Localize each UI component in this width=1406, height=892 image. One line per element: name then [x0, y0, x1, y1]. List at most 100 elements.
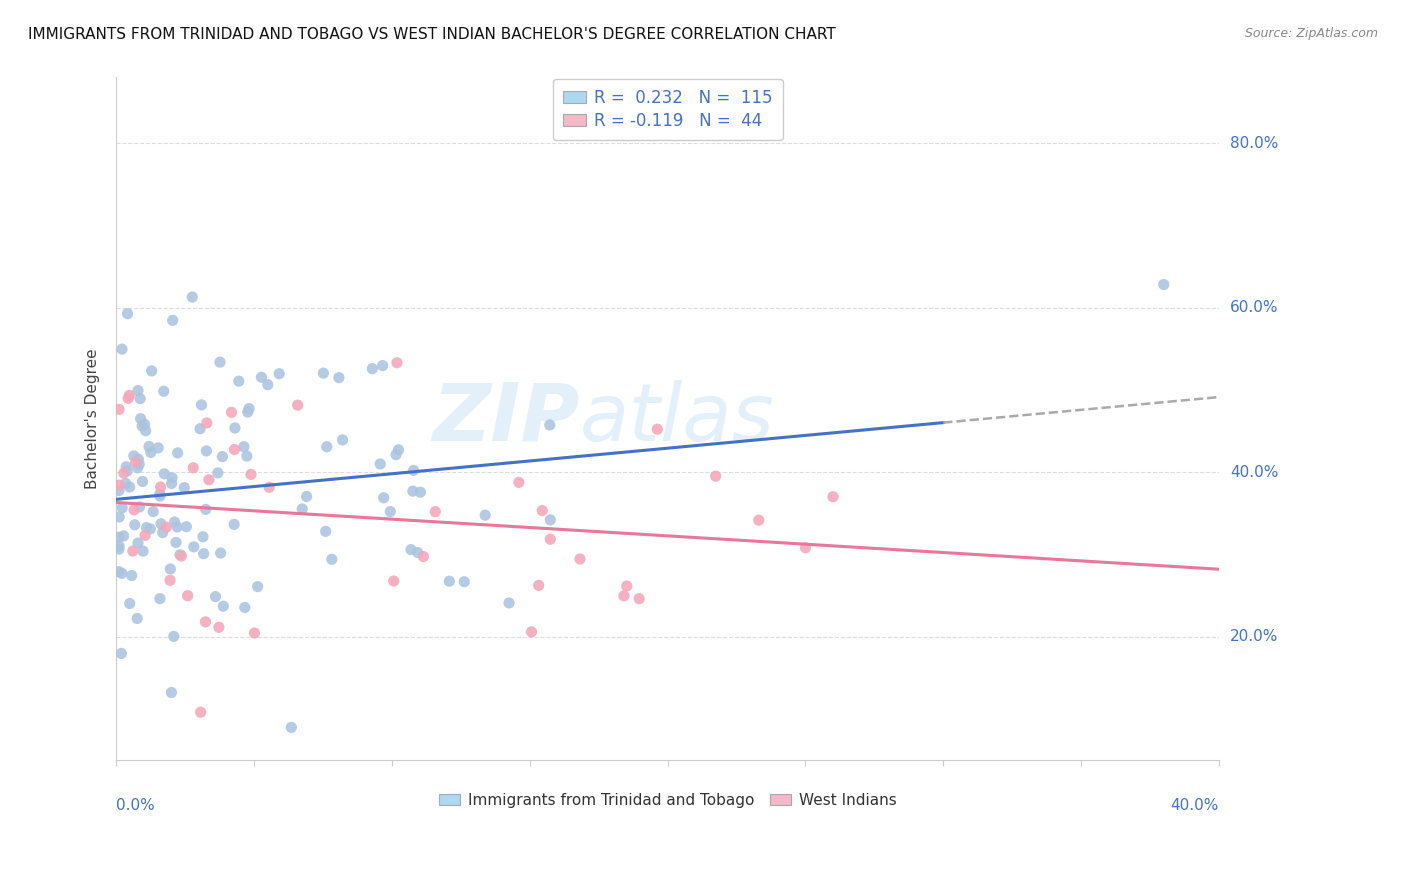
Point [127, 460, 149, 475]
Point [240, 467, 263, 482]
Point [108, 510, 131, 524]
Point [193, 547, 215, 561]
Point [127, 384, 149, 398]
Point [221, 405, 243, 419]
Point [194, 502, 217, 516]
Point [122, 449, 145, 463]
Point [291, 502, 314, 516]
Point [328, 370, 350, 384]
Point [527, 578, 550, 592]
Point [112, 529, 135, 543]
Point [425, 505, 447, 519]
Point [280, 720, 302, 734]
Point [127, 452, 149, 467]
Point [150, 516, 173, 531]
Point [373, 491, 395, 505]
Point [115, 464, 138, 478]
Point [194, 615, 217, 629]
Point [124, 517, 146, 532]
Text: 20.0%: 20.0% [1230, 630, 1278, 644]
Point [111, 342, 134, 356]
Point [387, 442, 409, 457]
Point [474, 508, 496, 522]
Point [704, 469, 727, 483]
Text: 80.0%: 80.0% [1230, 136, 1278, 151]
Point [121, 544, 143, 558]
Point [321, 552, 343, 566]
Text: IMMIGRANTS FROM TRINIDAD AND TOBAGO VS WEST INDIAN BACHELOR'S DEGREE CORRELATION: IMMIGRANTS FROM TRINIDAD AND TOBAGO VS W… [28, 27, 837, 42]
Point [538, 533, 561, 547]
Point [368, 457, 391, 471]
Point [108, 539, 131, 553]
Point [118, 480, 141, 494]
Point [112, 466, 135, 480]
Point [160, 476, 183, 491]
Point [108, 565, 131, 579]
Point [269, 367, 291, 381]
Point [406, 545, 429, 559]
Text: 60.0%: 60.0% [1230, 301, 1278, 316]
Point [204, 590, 226, 604]
Point [166, 446, 188, 460]
Point [124, 455, 146, 469]
Point [402, 484, 425, 499]
Point [224, 421, 246, 435]
Point [232, 440, 254, 454]
Point [188, 422, 211, 436]
Point [243, 626, 266, 640]
Point [439, 574, 461, 589]
Point [233, 600, 256, 615]
Point [228, 374, 250, 388]
Point [498, 596, 520, 610]
Point [236, 405, 259, 419]
Point [332, 433, 354, 447]
Point [122, 503, 145, 517]
Point [195, 444, 218, 458]
Y-axis label: Bachelor's Degree: Bachelor's Degree [86, 349, 100, 489]
Point [153, 467, 176, 481]
Point [191, 530, 214, 544]
Point [208, 355, 231, 369]
Point [169, 548, 191, 562]
Point [361, 361, 384, 376]
Point [142, 505, 165, 519]
Point [195, 416, 218, 430]
Point [108, 483, 131, 498]
Text: 40.0%: 40.0% [1171, 798, 1219, 813]
Point [209, 546, 232, 560]
Point [508, 475, 530, 490]
Point [152, 384, 174, 399]
Point [139, 445, 162, 459]
Point [115, 459, 138, 474]
Text: 40.0%: 40.0% [1230, 465, 1278, 480]
Point [108, 542, 131, 557]
Point [238, 401, 260, 416]
Point [176, 519, 198, 533]
Point [371, 359, 394, 373]
Point [138, 440, 160, 454]
Point [128, 500, 150, 514]
Point [794, 541, 817, 555]
Point [108, 530, 131, 544]
Point [131, 475, 153, 489]
Point [613, 589, 636, 603]
Point [616, 579, 638, 593]
Point [117, 307, 139, 321]
Point [382, 574, 405, 588]
Point [198, 473, 221, 487]
Point [111, 500, 134, 515]
Point [315, 524, 337, 539]
Point [170, 549, 193, 563]
Point [160, 685, 183, 699]
Point [645, 422, 668, 436]
Point [162, 313, 184, 327]
Point [183, 540, 205, 554]
Point [173, 481, 195, 495]
Point [224, 442, 246, 457]
Point [159, 562, 181, 576]
Point [163, 629, 186, 643]
Point [159, 574, 181, 588]
Point [399, 542, 422, 557]
Point [135, 521, 157, 535]
Point [385, 448, 408, 462]
